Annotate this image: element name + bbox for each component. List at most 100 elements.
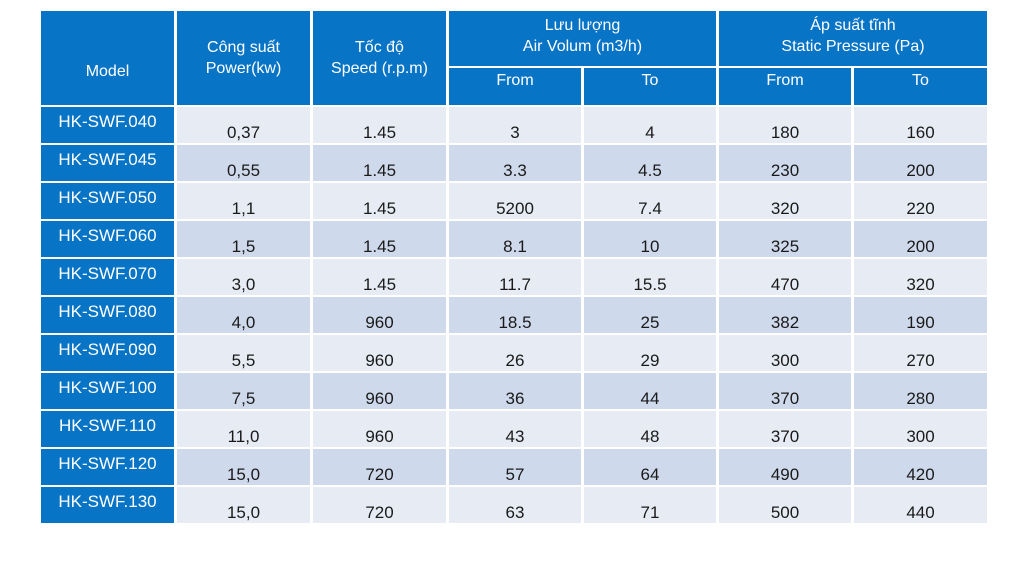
pressure-to-cell: 220: [854, 183, 987, 219]
pressure-from-cell: 490: [719, 449, 851, 485]
table-row: HK-SWF.045 0,55 1.45 3.3 4.5 230 200: [41, 145, 987, 181]
header-pressure-from: From: [719, 68, 851, 105]
header-airflow-vi: Lưu lượng: [544, 17, 621, 34]
pressure-from-cell: 180: [719, 107, 851, 143]
airflow-from-cell: 3.3: [449, 145, 581, 181]
pressure-to-cell: 440: [854, 487, 987, 523]
table-row: HK-SWF.120 15,0 720 57 64 490 420: [41, 449, 987, 485]
model-cell: HK-SWF.040: [41, 107, 174, 143]
airflow-from-cell: 26: [449, 335, 581, 371]
speed-cell: 1.45: [313, 145, 446, 181]
header-air-from: From: [449, 68, 581, 105]
power-cell: 0,55: [177, 145, 310, 181]
airflow-to-cell: 15.5: [584, 259, 716, 295]
airflow-to-cell: 71: [584, 487, 716, 523]
model-cell: HK-SWF.070: [41, 259, 174, 295]
speed-cell: 1.45: [313, 183, 446, 219]
airflow-to-cell: 4: [584, 107, 716, 143]
airflow-to-cell: 64: [584, 449, 716, 485]
header-air-to: To: [584, 68, 716, 105]
table-row: HK-SWF.080 4,0 960 18.5 25 382 190: [41, 297, 987, 333]
power-cell: 1,5: [177, 221, 310, 257]
table-row: HK-SWF.110 11,0 960 43 48 370 300: [41, 411, 987, 447]
speed-cell: 960: [313, 335, 446, 371]
speed-cell: 960: [313, 373, 446, 409]
speed-cell: 960: [313, 297, 446, 333]
model-cell: HK-SWF.080: [41, 297, 174, 333]
power-cell: 1,1: [177, 183, 310, 219]
table-row: HK-SWF.090 5,5 960 26 29 300 270: [41, 335, 987, 371]
pressure-to-cell: 190: [854, 297, 987, 333]
header-model: Model: [41, 11, 174, 105]
pressure-to-cell: 420: [854, 449, 987, 485]
header-power-en: Power(kw): [205, 60, 282, 77]
airflow-from-cell: 43: [449, 411, 581, 447]
airflow-to-cell: 7.4: [584, 183, 716, 219]
pressure-to-cell: 280: [854, 373, 987, 409]
model-cell: HK-SWF.060: [41, 221, 174, 257]
header-power: Công suất Power(kw): [177, 11, 310, 105]
speed-cell: 720: [313, 487, 446, 523]
table-body: HK-SWF.040 0,37 1.45 3 4 180 160 HK-SWF.045 0,55…: [41, 107, 987, 523]
model-cell: HK-SWF.100: [41, 373, 174, 409]
model-cell: HK-SWF.090: [41, 335, 174, 371]
table-header: Model Công suất Power(kw) Tốc độ Speed (…: [41, 11, 987, 105]
airflow-from-cell: 5200: [449, 183, 581, 219]
airflow-to-cell: 25: [584, 297, 716, 333]
header-airflow: Lưu lượng Air Volum (m3/h): [449, 11, 716, 66]
pressure-from-cell: 300: [719, 335, 851, 371]
airflow-from-cell: 8.1: [449, 221, 581, 257]
pressure-from-cell: 370: [719, 373, 851, 409]
airflow-to-cell: 10: [584, 221, 716, 257]
power-cell: 7,5: [177, 373, 310, 409]
pressure-to-cell: 200: [854, 221, 987, 257]
header-pressure: Áp suất tĩnh Static Pressure (Pa): [719, 11, 987, 66]
header-speed-en: Speed (r.p.m): [331, 60, 428, 77]
pressure-to-cell: 160: [854, 107, 987, 143]
header-row-main: Model Công suất Power(kw) Tốc độ Speed (…: [41, 11, 987, 105]
airflow-to-cell: 48: [584, 411, 716, 447]
table-row: HK-SWF.130 15,0 720 63 71 500 440: [41, 487, 987, 523]
table-row: HK-SWF.040 0,37 1.45 3 4 180 160: [41, 107, 987, 143]
header-speed-vi: Tốc độ: [355, 39, 404, 56]
header-pressure-en: Static Pressure (Pa): [781, 38, 925, 55]
airflow-from-cell: 3: [449, 107, 581, 143]
header-speed: Tốc độ Speed (r.p.m): [313, 11, 446, 105]
pressure-from-cell: 370: [719, 411, 851, 447]
speed-cell: 960: [313, 411, 446, 447]
airflow-from-cell: 11.7: [449, 259, 581, 295]
airflow-to-cell: 29: [584, 335, 716, 371]
airflow-to-cell: 4.5: [584, 145, 716, 181]
table-row: HK-SWF.070 3,0 1.45 11.7 15.5 470 320: [41, 259, 987, 295]
power-cell: 3,0: [177, 259, 310, 295]
pressure-from-cell: 325: [719, 221, 851, 257]
model-cell: HK-SWF.120: [41, 449, 174, 485]
model-cell: HK-SWF.045: [41, 145, 174, 181]
header-pressure-to: To: [854, 68, 987, 105]
header-pressure-vi: Áp suất tĩnh: [810, 17, 896, 34]
model-cell: HK-SWF.110: [41, 411, 174, 447]
airflow-from-cell: 18.5: [449, 297, 581, 333]
table-row: HK-SWF.050 1,1 1.45 5200 7.4 320 220: [41, 183, 987, 219]
header-model-label: Model: [85, 63, 130, 80]
pressure-from-cell: 500: [719, 487, 851, 523]
spec-table: Model Công suất Power(kw) Tốc độ Speed (…: [38, 9, 990, 525]
speed-cell: 720: [313, 449, 446, 485]
power-cell: 0,37: [177, 107, 310, 143]
pressure-from-cell: 470: [719, 259, 851, 295]
pressure-from-cell: 230: [719, 145, 851, 181]
pressure-to-cell: 320: [854, 259, 987, 295]
airflow-from-cell: 36: [449, 373, 581, 409]
power-cell: 15,0: [177, 449, 310, 485]
power-cell: 15,0: [177, 487, 310, 523]
airflow-to-cell: 44: [584, 373, 716, 409]
pressure-to-cell: 300: [854, 411, 987, 447]
speed-cell: 1.45: [313, 259, 446, 295]
header-row-sub: From To From To: [41, 68, 987, 105]
power-cell: 5,5: [177, 335, 310, 371]
header-power-vi: Công suất: [207, 39, 280, 56]
model-cell: HK-SWF.050: [41, 183, 174, 219]
pressure-to-cell: 200: [854, 145, 987, 181]
pressure-from-cell: 382: [719, 297, 851, 333]
speed-cell: 1.45: [313, 221, 446, 257]
